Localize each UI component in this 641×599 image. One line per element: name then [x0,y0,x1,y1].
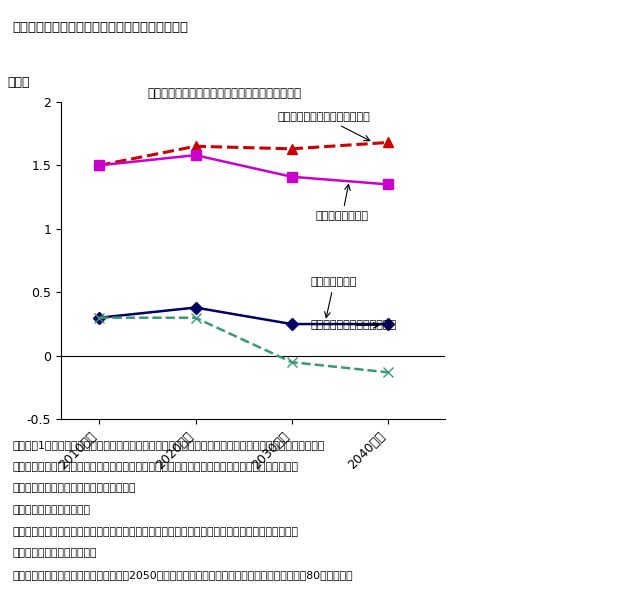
Text: （備考）1．増渋他「社会保障モデルによる社会保障制度の分析」（内閣府経済社会総合研究所）における: （備考）1．増渋他「社会保障モデルによる社会保障制度の分析」（内閣府経済社会総合… [13,440,325,450]
Text: 経済活性化や出生率の向上は成長率を押し上げる: 経済活性化や出生率の向上は成長率を押し上げる [147,87,301,100]
Text: 出生率は中位推計、労働力率は現状を前提にモデルが計算、ＴＦＰ上昇率は現状で一定。: 出生率は中位推計、労働力率は現状を前提にモデルが計算、ＴＦＰ上昇率は現状で一定。 [13,527,299,537]
Text: ２．現状維持ケース：: ２．現状維持ケース： [13,505,91,515]
Text: 現状維持ケース: 現状維持ケース [311,277,357,317]
Text: 経済活性化ケース: 経済活性化ケース [315,184,369,221]
Text: （％）: （％） [7,76,29,89]
Text: 経済活性化ケース＋出生率向上: 経済活性化ケース＋出生率向上 [278,112,370,141]
Text: 第３－２－９図　ケース別実質経済成長率の推移: 第３－２－９図 ケース別実質経済成長率の推移 [13,21,189,34]
Text: 「社会保障モデル」をもとに内閣府政策統括官（経済財政－景気判断・政策分析担当）で: 「社会保障モデル」をもとに内閣府政策統括官（経済財政－景気判断・政策分析担当）で [13,462,299,472]
Text: シミュレーションを行った結果。: シミュレーションを行った結果。 [13,483,137,494]
Text: 現状維持ケース＋出生率低下: 現状維持ケース＋出生率低下 [311,320,397,330]
Text: ３．経済活性化ケース：: ３．経済活性化ケース： [13,548,97,558]
Text: 出生率は中位推計、労働力率は2050年度にかけ潜在的労働力率を達成、ＴＦＰ上昇率は80年代平均。: 出生率は中位推計、労働力率は2050年度にかけ潜在的労働力率を達成、ＴＦＰ上昇率… [13,570,353,580]
